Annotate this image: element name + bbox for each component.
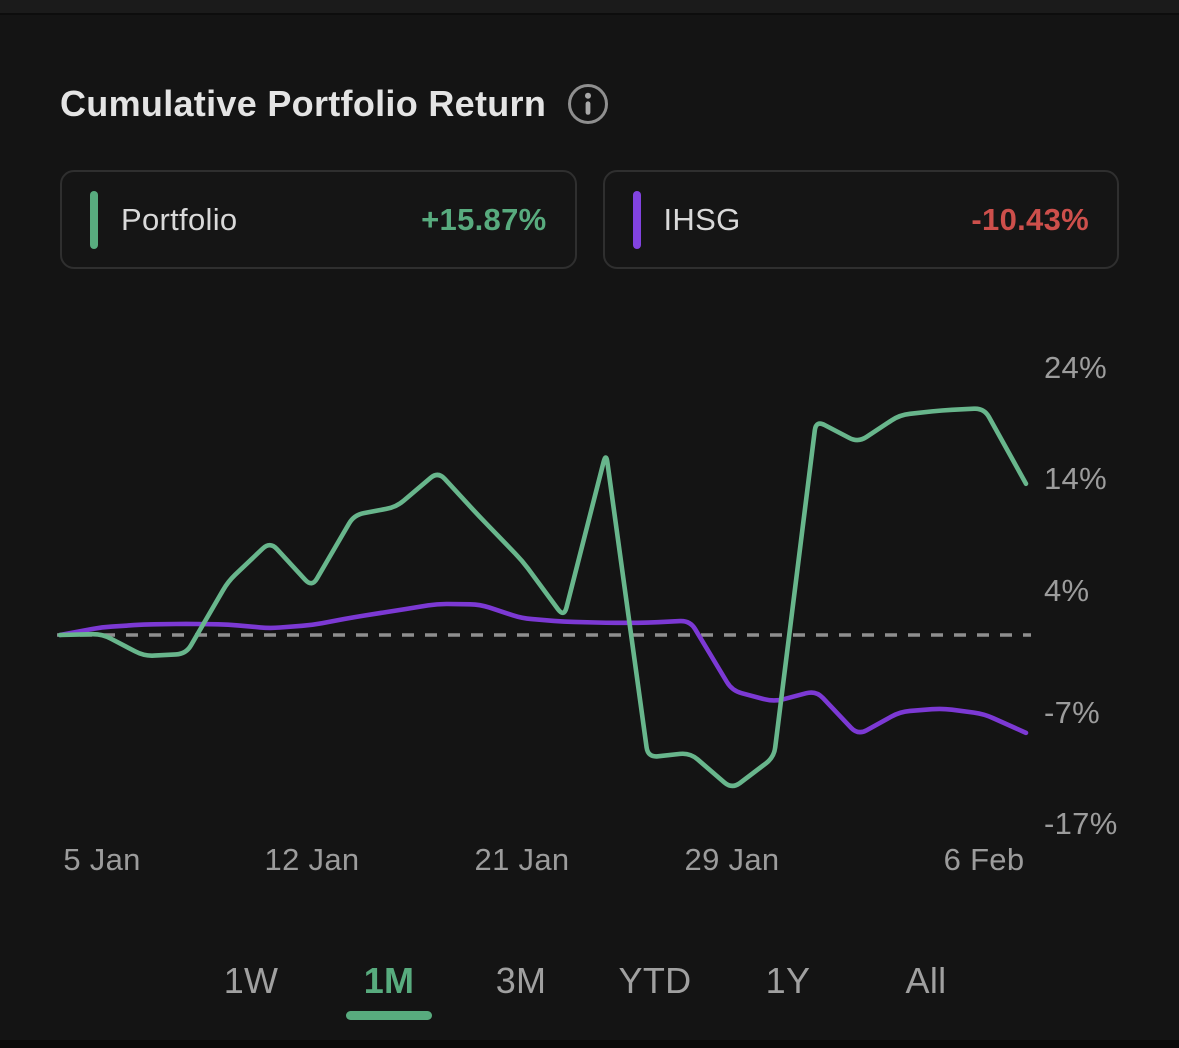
y-axis-label: 14% — [1044, 461, 1107, 496]
portfolio-return-value: +15.87% — [421, 201, 547, 237]
period-tab-1w[interactable]: 1W — [223, 960, 279, 1001]
ihsg-return-value: -10.43% — [971, 201, 1089, 237]
period-tab-all[interactable]: All — [905, 960, 947, 1001]
next-card-edge — [0, 1040, 1179, 1048]
x-axis-label: 21 Jan — [474, 842, 570, 877]
y-axis-label: 4% — [1044, 573, 1090, 608]
ihsg-legend-card[interactable]: IHSG -10.43% — [602, 170, 1119, 269]
active-period-underline — [346, 1011, 432, 1020]
x-axis-label: 5 Jan — [63, 842, 141, 877]
period-tab-ytd[interactable]: YTD — [618, 960, 692, 1001]
header: Cumulative Portfolio Return — [60, 82, 610, 126]
y-axis-label: 24% — [1044, 350, 1107, 385]
y-axis-label: -7% — [1044, 695, 1101, 730]
info-icon[interactable] — [566, 82, 610, 126]
portfolio-label: Portfolio — [121, 201, 238, 237]
previous-card-edge — [0, 0, 1179, 15]
period-tab-1m[interactable]: 1M — [363, 960, 415, 1001]
y-axis-label: -17% — [1044, 806, 1118, 841]
ihsg-line — [57, 601, 1029, 736]
period-tab-1y[interactable]: 1Y — [765, 960, 811, 1001]
portfolio-legend-card[interactable]: Portfolio +15.87% — [60, 170, 577, 269]
period-tab-3m[interactable]: 3M — [495, 960, 547, 1001]
x-axis-label: 29 Jan — [684, 842, 780, 877]
ihsg-accent-bar — [632, 190, 641, 249]
ihsg-label: IHSG — [663, 201, 741, 237]
x-axis-label: 6 Feb — [943, 842, 1025, 877]
portfolio-line — [57, 406, 1029, 789]
x-axis-label: 12 Jan — [264, 842, 360, 877]
page-title: Cumulative Portfolio Return — [60, 83, 547, 124]
legend-row: Portfolio +15.87% IHSG -10.43% — [60, 170, 1119, 269]
portfolio-accent-bar — [90, 190, 98, 249]
